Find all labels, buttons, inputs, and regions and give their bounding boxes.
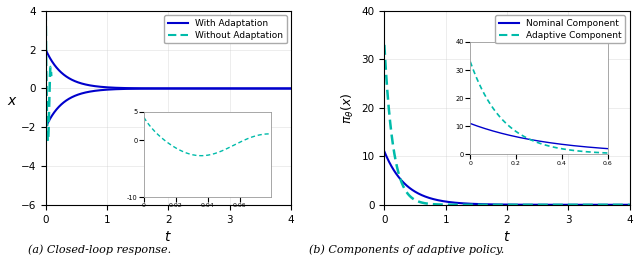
X-axis label: $t$: $t$ [164,230,172,244]
Y-axis label: $x$: $x$ [7,94,18,108]
Y-axis label: $\pi_\theta(x)$: $\pi_\theta(x)$ [340,92,356,124]
Text: (a) Closed-loop response.: (a) Closed-loop response. [28,245,171,255]
Legend: With Adaptation, Without Adaptation: With Adaptation, Without Adaptation [164,15,287,43]
Text: (b) Components of adaptive policy.: (b) Components of adaptive policy. [308,245,504,255]
X-axis label: $t$: $t$ [503,230,511,244]
Legend: Nominal Component, Adaptive Component: Nominal Component, Adaptive Component [495,15,625,43]
